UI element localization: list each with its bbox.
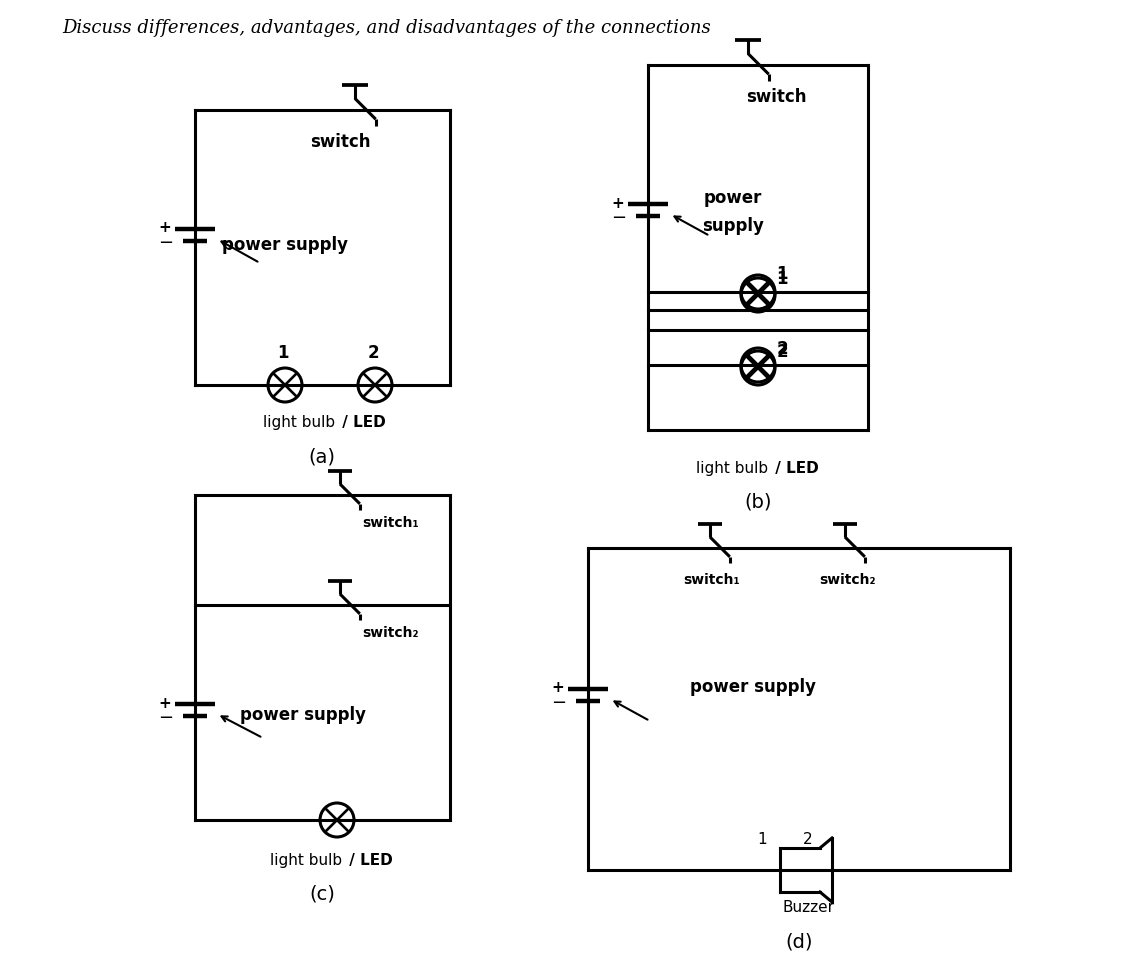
Text: +: + — [159, 695, 171, 711]
Text: / LED: / LED — [770, 460, 819, 476]
Text: power supply: power supply — [240, 706, 366, 724]
Text: Discuss differences, advantages, and disadvantages of the connections: Discuss differences, advantages, and dis… — [62, 19, 711, 37]
Text: switch₁: switch₁ — [362, 516, 418, 530]
Text: switch: switch — [746, 88, 807, 106]
Text: Buzzer: Buzzer — [782, 901, 834, 916]
Text: 2: 2 — [776, 343, 787, 361]
Text: 1: 1 — [776, 270, 787, 288]
Text: 2: 2 — [776, 340, 787, 358]
Text: 2: 2 — [803, 833, 812, 847]
Text: +: + — [612, 196, 624, 211]
Text: 1: 1 — [757, 833, 767, 847]
Text: 1: 1 — [277, 344, 289, 362]
Text: +: + — [159, 220, 171, 236]
Text: / LED: / LED — [344, 852, 393, 868]
Text: switch: switch — [309, 133, 370, 151]
Text: (a): (a) — [308, 448, 335, 466]
Text: −: − — [159, 234, 173, 252]
Text: 2: 2 — [367, 344, 379, 362]
Text: (b): (b) — [745, 492, 772, 512]
Text: +: + — [551, 681, 565, 695]
Text: supply: supply — [702, 217, 764, 235]
Text: −: − — [612, 209, 627, 227]
Text: light bulb: light bulb — [263, 415, 335, 431]
Text: / LED: / LED — [338, 415, 386, 431]
Text: switch₁: switch₁ — [684, 573, 740, 587]
Text: power: power — [704, 189, 763, 207]
Text: switch₂: switch₂ — [362, 626, 418, 640]
Text: light bulb: light bulb — [270, 852, 342, 868]
Text: −: − — [551, 694, 567, 712]
Text: (c): (c) — [309, 884, 335, 904]
Text: light bulb: light bulb — [696, 460, 768, 476]
Text: power supply: power supply — [222, 236, 348, 254]
Text: switch₂: switch₂ — [819, 573, 875, 587]
Text: (d): (d) — [785, 932, 812, 952]
Text: 1: 1 — [776, 265, 787, 283]
Text: power supply: power supply — [690, 678, 816, 696]
Text: −: − — [159, 709, 173, 727]
